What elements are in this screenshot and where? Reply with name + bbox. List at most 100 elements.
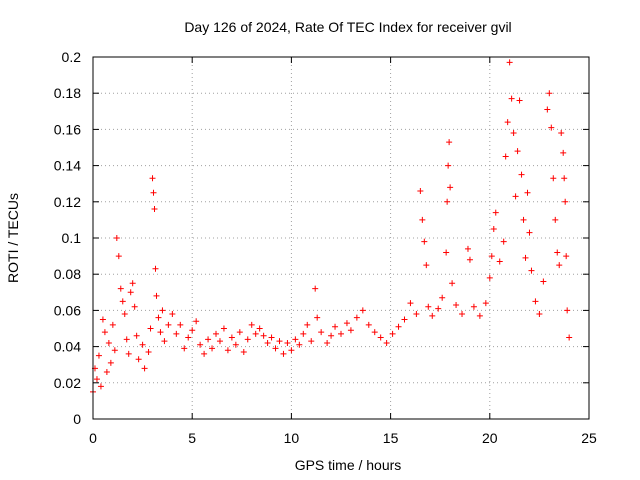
y-tick-label: 0.08 (54, 266, 81, 282)
data-point (504, 119, 511, 126)
data-point (490, 225, 497, 232)
data-point (514, 148, 521, 155)
data-point (123, 336, 130, 343)
data-point (201, 350, 208, 357)
data-point (343, 320, 350, 327)
data-point (113, 235, 120, 241)
data-point (324, 339, 331, 346)
data-point (413, 311, 420, 318)
data-point (516, 97, 523, 104)
data-point (347, 327, 354, 334)
data-point (228, 334, 235, 341)
data-point (280, 350, 287, 357)
data-point (260, 332, 267, 339)
data-point (284, 339, 291, 346)
data-point (508, 95, 515, 102)
x-tick-label: 5 (188, 430, 196, 446)
data-point (548, 124, 555, 131)
data-point (157, 329, 164, 336)
data-point (496, 258, 503, 265)
data-point (500, 238, 507, 245)
data-point (248, 321, 255, 328)
data-point (395, 323, 402, 330)
data-point (564, 307, 571, 314)
data-point (464, 245, 471, 252)
data-point (97, 383, 104, 390)
data-point (268, 334, 275, 341)
data-point (189, 327, 196, 334)
data-point (153, 292, 160, 299)
y-tick-label: 0.18 (54, 85, 81, 101)
y-tick-label: 0.2 (62, 49, 82, 65)
y-tick-label: 0.06 (54, 302, 81, 318)
data-point (524, 189, 531, 196)
data-point (300, 330, 307, 337)
data-point (445, 162, 452, 169)
data-point (296, 341, 303, 348)
data-point (103, 368, 110, 375)
data-point (224, 347, 231, 354)
data-point (209, 345, 216, 352)
data-point (127, 289, 134, 296)
data-point (421, 238, 428, 245)
y-tick-label: 0.02 (54, 375, 81, 391)
data-point (256, 325, 263, 332)
data-point (131, 303, 138, 310)
data-point (177, 321, 184, 328)
data-point (425, 303, 432, 310)
data-point (560, 149, 567, 156)
x-tick-label: 10 (284, 430, 300, 446)
data-point (304, 321, 311, 328)
data-points (90, 59, 573, 395)
data-point (165, 321, 172, 328)
data-point (488, 253, 495, 260)
data-point (476, 312, 483, 319)
data-point (365, 321, 372, 328)
grid (93, 57, 589, 419)
data-point (552, 216, 559, 223)
data-point (558, 130, 565, 137)
data-point (173, 330, 180, 337)
data-point (193, 318, 200, 325)
data-point (318, 329, 325, 336)
data-point (314, 314, 321, 321)
data-point (276, 338, 283, 345)
data-point (522, 254, 529, 261)
data-point (429, 312, 436, 319)
data-point (125, 350, 132, 357)
data-point (109, 321, 116, 328)
data-point (147, 325, 154, 332)
y-tick-label: 0 (73, 411, 81, 427)
data-point (117, 285, 124, 292)
data-point (152, 265, 159, 272)
data-point (389, 330, 396, 337)
data-point (506, 59, 513, 66)
data-point (353, 314, 360, 321)
data-point (151, 206, 158, 213)
y-tick-label: 0.14 (54, 158, 81, 174)
data-point (449, 280, 456, 287)
data-point (93, 376, 100, 383)
data-point (459, 311, 466, 318)
data-point (383, 339, 390, 346)
data-point (526, 229, 533, 236)
data-point (185, 334, 192, 341)
data-point (141, 365, 148, 372)
x-tick-label: 20 (482, 430, 498, 446)
data-point (105, 339, 112, 346)
data-point (181, 345, 188, 352)
data-point (566, 334, 573, 341)
data-point (453, 301, 460, 308)
x-tick-label: 15 (383, 430, 399, 446)
data-point (377, 334, 384, 341)
x-axis-label: GPS time / hours (295, 457, 402, 473)
data-point (111, 347, 118, 354)
data-point (536, 311, 543, 318)
data-point (562, 198, 569, 205)
data-point (161, 338, 168, 345)
data-point (439, 294, 446, 301)
data-point (371, 329, 378, 336)
data-point (482, 300, 489, 307)
